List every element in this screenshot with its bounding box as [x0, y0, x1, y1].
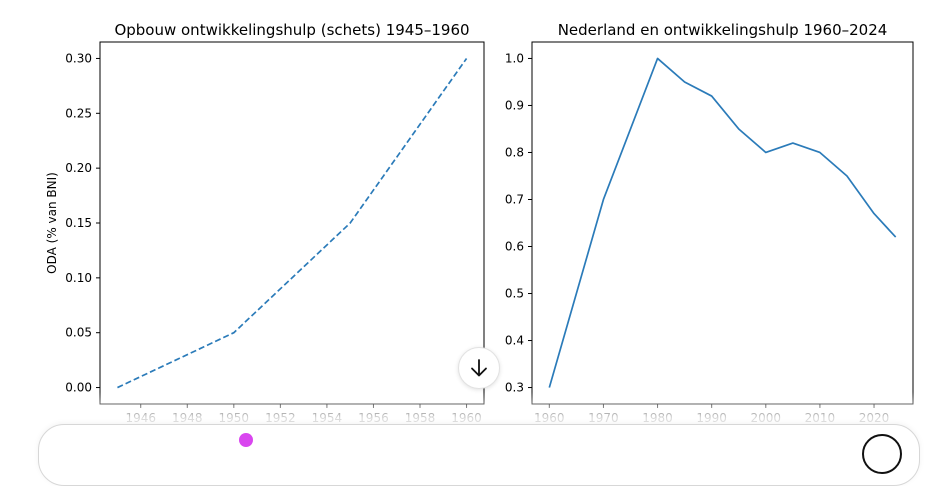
y-tick-label: 0.10: [65, 271, 92, 285]
status-dot-icon: [239, 433, 253, 447]
x-tick-label: 1956: [358, 411, 389, 425]
y-tick-label: 0.30: [65, 51, 92, 65]
series-line: [117, 57, 468, 389]
y-tick-label: 0.7: [505, 192, 524, 206]
x-tick-label: 1948: [172, 411, 203, 425]
y-tick-label: 0.3: [505, 381, 524, 395]
x-tick-label: 1970: [588, 411, 619, 425]
x-tick-label: 1946: [125, 411, 156, 425]
chart-left: Opbouw ontwikkelingshulp (schets) 1945–1…: [45, 21, 485, 425]
y-tick-label: 0.00: [65, 381, 92, 395]
series-line: [548, 57, 897, 388]
send-button[interactable]: [862, 434, 902, 474]
plot-frame: [99, 41, 485, 405]
y-tick-label: 0.4: [505, 334, 524, 348]
y-tick-label: 0.25: [65, 106, 92, 120]
x-tick-label: 1960: [451, 411, 482, 425]
scroll-down-button[interactable]: [458, 347, 500, 389]
y-tick-label: 0.15: [65, 216, 92, 230]
x-tick-label: 1980: [642, 411, 673, 425]
chart-title: Opbouw ontwikkelingshulp (schets) 1945–1…: [114, 21, 469, 39]
x-tick-label: 1950: [219, 411, 250, 425]
x-tick-label: 2010: [805, 411, 836, 425]
y-tick-label: 0.20: [65, 161, 92, 175]
y-tick-label: 0.5: [505, 287, 524, 301]
arrow-down-icon: [471, 359, 487, 377]
y-tick-label: 0.9: [505, 98, 524, 112]
y-axis-label: ODA (% van BNI): [45, 172, 59, 274]
y-tick-label: 0.8: [505, 145, 524, 159]
x-tick-label: 1960: [534, 411, 565, 425]
plot-frame: [531, 41, 914, 405]
y-tick-label: 1.0: [505, 51, 524, 65]
chart-title: Nederland en ontwikkelingshulp 1960–2024: [558, 21, 888, 39]
x-tick-label: 1954: [312, 411, 343, 425]
x-tick-label: 1952: [265, 411, 296, 425]
y-tick-label: 0.05: [65, 326, 92, 340]
x-tick-label: 1990: [696, 411, 727, 425]
x-tick-label: 1958: [405, 411, 436, 425]
x-tick-label: 2020: [859, 411, 890, 425]
chart-right: Nederland en ontwikkelingshulp 1960–2024…: [505, 21, 914, 425]
message-composer[interactable]: [38, 424, 920, 486]
y-tick-label: 0.6: [505, 240, 524, 254]
x-tick-label: 2000: [751, 411, 782, 425]
